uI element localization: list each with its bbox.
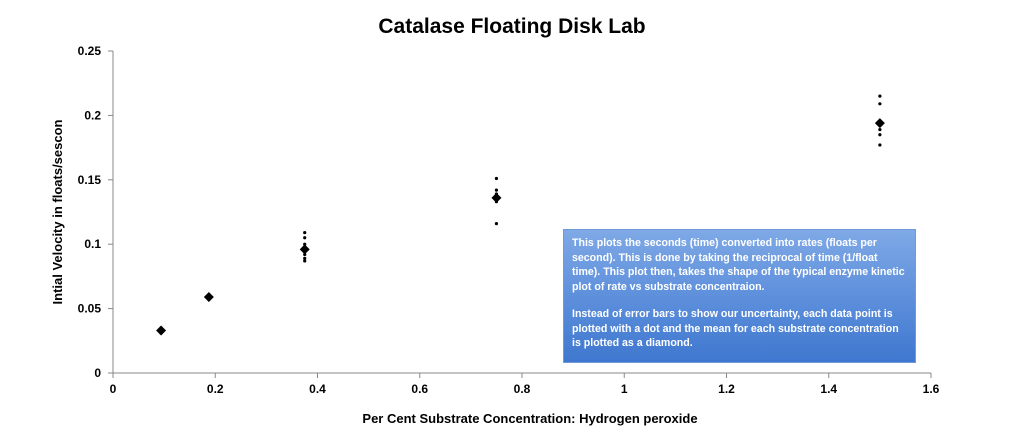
y-tick-label: 0 bbox=[94, 366, 101, 380]
annotation-paragraph-2: Instead of error bars to show our uncert… bbox=[572, 308, 899, 349]
y-tick-label: 0.2 bbox=[84, 108, 101, 122]
mean-diamonds bbox=[156, 118, 885, 336]
data-dot bbox=[878, 143, 882, 147]
chart-title: Catalase Floating Disk Lab bbox=[378, 15, 645, 38]
data-dot bbox=[494, 176, 499, 181]
y-tick-label: 0.25 bbox=[78, 44, 102, 58]
y-tick-label: 0.15 bbox=[78, 173, 102, 187]
data-dot bbox=[303, 259, 307, 263]
data-dot bbox=[878, 94, 882, 98]
data-dot bbox=[303, 231, 307, 235]
x-tick-label: 0.2 bbox=[207, 382, 224, 396]
mean-diamond bbox=[299, 244, 310, 255]
y-tick-label: 0.05 bbox=[78, 302, 102, 316]
x-tick-label: 0.8 bbox=[514, 382, 531, 396]
x-axis-ticks: 0 0.2 0.4 0.6 0.8 1 1.2 1.4 1.6 bbox=[110, 373, 940, 396]
x-tick-label: 1.6 bbox=[923, 382, 940, 396]
data-dot bbox=[303, 236, 307, 240]
y-axis-ticks: 0 0.05 0.1 0.15 0.2 0.25 bbox=[78, 44, 113, 380]
x-tick-label: 1 bbox=[621, 382, 628, 396]
data-dot bbox=[494, 188, 499, 192]
x-axis-title: Per Cent Substrate Concentration: Hydrog… bbox=[362, 411, 697, 426]
data-dot bbox=[878, 102, 882, 106]
mean-diamond bbox=[156, 325, 167, 336]
annotation-textbox: This plots the seconds (time) converted … bbox=[563, 229, 916, 363]
mean-diamond bbox=[874, 118, 885, 129]
y-tick-label: 0.1 bbox=[84, 237, 101, 251]
data-dot bbox=[303, 256, 307, 260]
data-dot bbox=[303, 242, 307, 246]
x-tick-label: 0.6 bbox=[411, 382, 428, 396]
data-dot bbox=[494, 221, 499, 226]
x-tick-label: 0 bbox=[110, 382, 117, 396]
x-tick-label: 0.4 bbox=[309, 382, 326, 396]
annotation-paragraph-1: This plots the seconds (time) converted … bbox=[572, 237, 905, 293]
x-tick-label: 1.4 bbox=[820, 382, 837, 396]
data-dot bbox=[878, 127, 882, 132]
mean-diamond bbox=[203, 292, 214, 303]
data-dot bbox=[303, 252, 307, 257]
y-axis-title: Intial Velocity in floats/sescon bbox=[50, 119, 65, 304]
data-dot bbox=[878, 133, 882, 137]
mean-diamond bbox=[491, 192, 502, 203]
x-tick-label: 1.2 bbox=[718, 382, 735, 396]
